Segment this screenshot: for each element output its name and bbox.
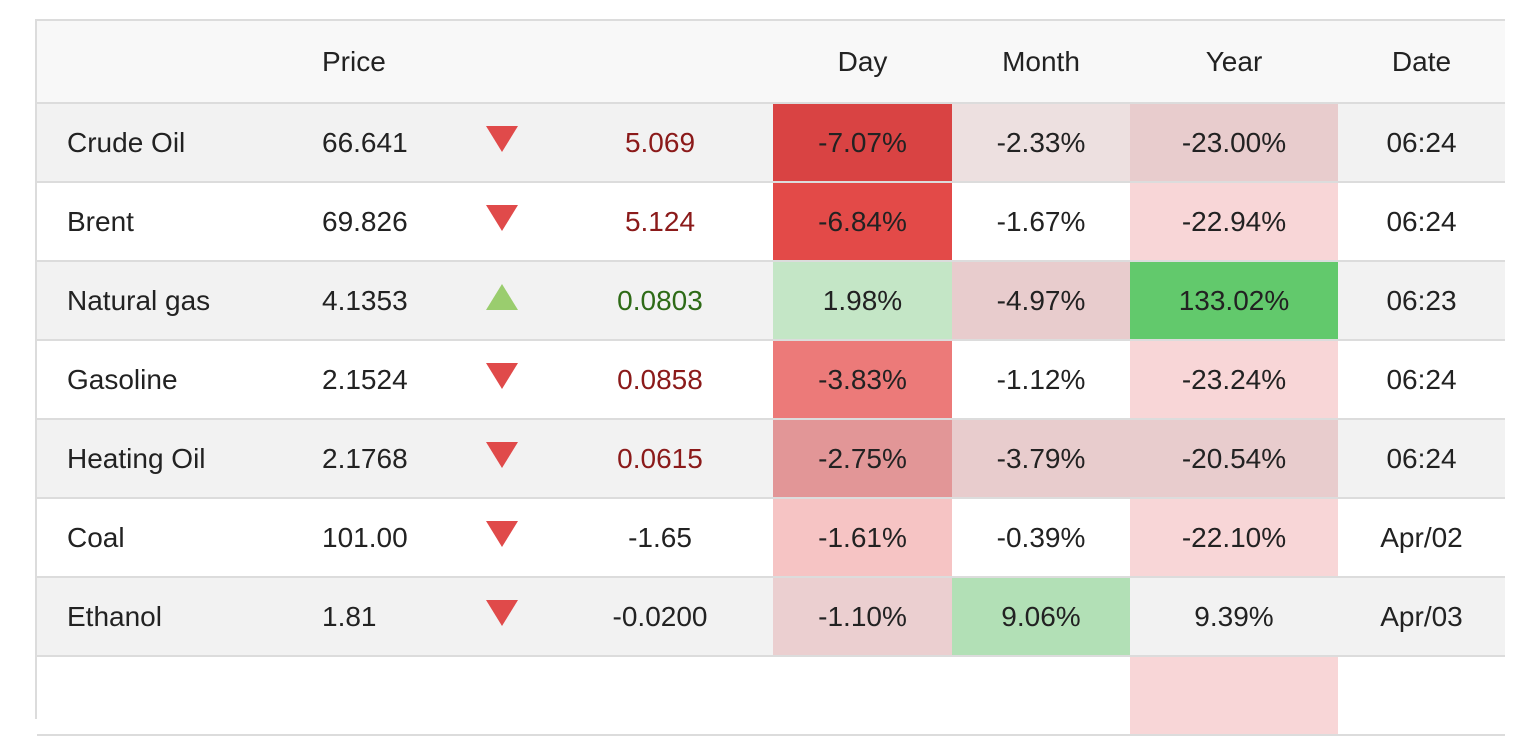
month-change-cell: -1.67% — [952, 182, 1130, 262]
triangle-down-icon — [486, 600, 518, 626]
date-cell — [1338, 656, 1505, 736]
triangle-down-icon — [486, 442, 518, 468]
table-row[interactable]: Brent 69.826 5.124 -6.84% -1.67% -22.94% 06:24 — [37, 182, 1505, 262]
day-change-cell: -6.84% — [773, 182, 952, 262]
table-row[interactable]: Heating Oil 2.1768 0.0615 -2.75% -3.79% -20.5… — [37, 419, 1505, 499]
month-change-cell: -3.79% — [952, 419, 1130, 499]
day-change-cell: -1.61% — [773, 498, 952, 578]
direction-cell — [457, 577, 547, 657]
day-change-cell: 1.98% — [773, 261, 952, 341]
date-cell: 06:24 — [1338, 103, 1505, 183]
change-cell: 0.0803 — [547, 261, 773, 341]
header-arrow — [457, 21, 547, 104]
direction-cell — [457, 340, 547, 420]
day-change-cell — [773, 656, 952, 736]
direction-cell — [457, 261, 547, 341]
table-row[interactable]: Natural gas 4.1353 0.0803 1.98% -4.97% 133.02… — [37, 261, 1505, 341]
price-cell: 2.1524 — [287, 340, 457, 420]
table-row[interactable]: Gasoline 2.1524 0.0858 -3.83% -1.12% -23.24% 0… — [37, 340, 1505, 420]
year-change-cell: 133.02% — [1130, 261, 1338, 341]
change-cell: 5.124 — [547, 182, 773, 262]
commodity-name-link[interactable]: Brent — [37, 182, 287, 262]
date-cell: Apr/02 — [1338, 498, 1505, 578]
day-change-cell: -3.83% — [773, 340, 952, 420]
direction-cell — [457, 419, 547, 499]
commodity-name-link[interactable]: Crude Oil — [37, 103, 287, 183]
header-day[interactable]: Day — [773, 21, 952, 104]
table-row[interactable]: Coal 101.00 -1.65 -1.61% -0.39% -22.10% Apr/02 — [37, 498, 1505, 578]
header-date[interactable]: Date — [1338, 21, 1505, 104]
table-row[interactable]: Ethanol 1.81 -0.0200 -1.10% 9.06% 9.39% Apr/03 — [37, 577, 1505, 657]
month-change-cell: -2.33% — [952, 103, 1130, 183]
day-change-cell: -2.75% — [773, 419, 952, 499]
commodity-name-link[interactable] — [37, 656, 287, 736]
date-cell: Apr/03 — [1338, 577, 1505, 657]
price-cell: 101.00 — [287, 498, 457, 578]
change-cell: 5.069 — [547, 103, 773, 183]
year-change-cell: -20.54% — [1130, 419, 1338, 499]
header-change — [547, 21, 773, 104]
date-cell: 06:24 — [1338, 419, 1505, 499]
table-body: Crude Oil 66.641 5.069 -7.07% -2.33% -23.00% 0… — [37, 103, 1505, 736]
year-change-cell: -23.24% — [1130, 340, 1338, 420]
change-cell — [547, 656, 773, 736]
price-cell: 4.1353 — [287, 261, 457, 341]
date-cell: 06:23 — [1338, 261, 1505, 341]
direction-cell — [457, 182, 547, 262]
commodities-table: Price Day Month Year Date Crude Oil 66.64… — [37, 21, 1505, 736]
header-name — [37, 21, 287, 104]
change-cell: -1.65 — [547, 498, 773, 578]
header-month[interactable]: Month — [952, 21, 1130, 104]
commodities-table-frame: Price Day Month Year Date Crude Oil 66.64… — [35, 19, 1505, 736]
year-change-cell: -22.94% — [1130, 182, 1338, 262]
commodity-name-link[interactable]: Natural gas — [37, 261, 287, 341]
triangle-down-icon — [486, 205, 518, 231]
triangle-down-icon — [486, 363, 518, 389]
commodity-name-link[interactable]: Gasoline — [37, 340, 287, 420]
month-change-cell: 9.06% — [952, 577, 1130, 657]
price-cell: 69.826 — [287, 182, 457, 262]
triangle-down-icon — [486, 521, 518, 547]
table-row[interactable] — [37, 656, 1505, 736]
triangle-up-icon — [486, 284, 518, 310]
month-change-cell — [952, 656, 1130, 736]
month-change-cell: -0.39% — [952, 498, 1130, 578]
day-change-cell: -1.10% — [773, 577, 952, 657]
price-cell: 66.641 — [287, 103, 457, 183]
year-change-cell: 9.39% — [1130, 577, 1338, 657]
change-cell: 0.0615 — [547, 419, 773, 499]
year-change-cell: -22.10% — [1130, 498, 1338, 578]
year-change-cell: -23.00% — [1130, 103, 1338, 183]
month-change-cell: -1.12% — [952, 340, 1130, 420]
commodity-name-link[interactable]: Heating Oil — [37, 419, 287, 499]
direction-cell — [457, 103, 547, 183]
commodity-name-link[interactable]: Ethanol — [37, 577, 287, 657]
commodity-name-link[interactable]: Coal — [37, 498, 287, 578]
change-cell: 0.0858 — [547, 340, 773, 420]
header-row: Price Day Month Year Date — [37, 21, 1505, 104]
table-row[interactable]: Crude Oil 66.641 5.069 -7.07% -2.33% -23.00% 0… — [37, 103, 1505, 183]
price-cell — [287, 656, 457, 736]
triangle-down-icon — [486, 126, 518, 152]
direction-cell — [457, 498, 547, 578]
header-year[interactable]: Year — [1130, 21, 1338, 104]
date-cell: 06:24 — [1338, 340, 1505, 420]
change-cell: -0.0200 — [547, 577, 773, 657]
direction-cell — [457, 656, 547, 736]
price-cell: 2.1768 — [287, 419, 457, 499]
header-price[interactable]: Price — [287, 21, 457, 104]
date-cell: 06:24 — [1338, 182, 1505, 262]
month-change-cell: -4.97% — [952, 261, 1130, 341]
table-header: Price Day Month Year Date — [37, 21, 1505, 104]
year-change-cell — [1130, 656, 1338, 736]
price-cell: 1.81 — [287, 577, 457, 657]
day-change-cell: -7.07% — [773, 103, 952, 183]
